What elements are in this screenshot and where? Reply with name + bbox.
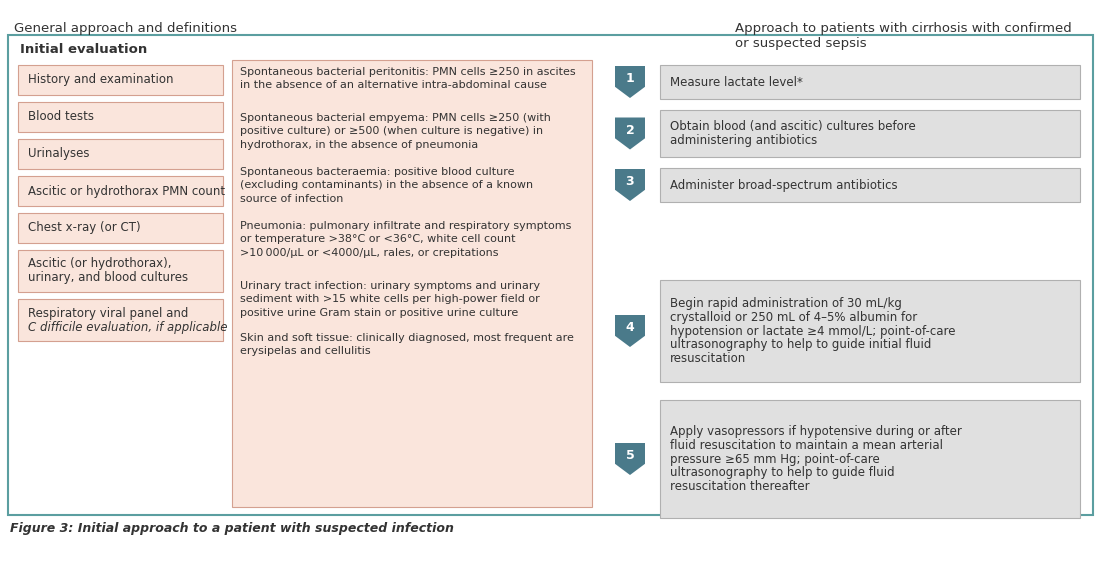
Text: hypotension or lactate ≥4 mmol/L; point-of-care: hypotension or lactate ≥4 mmol/L; point-… [671, 324, 956, 337]
Polygon shape [615, 169, 645, 201]
FancyBboxPatch shape [18, 299, 224, 341]
FancyBboxPatch shape [18, 102, 224, 132]
Text: (excluding contaminants) in the absence of a known: (excluding contaminants) in the absence … [240, 181, 533, 190]
Text: Respiratory viral panel and: Respiratory viral panel and [28, 307, 188, 320]
Text: Figure 3: Initial approach to a patient with suspected infection: Figure 3: Initial approach to a patient … [10, 522, 454, 535]
FancyBboxPatch shape [8, 35, 1093, 515]
Polygon shape [615, 443, 645, 475]
FancyBboxPatch shape [18, 250, 224, 292]
Polygon shape [615, 117, 645, 149]
Text: Ascitic or hydrothorax PMN count: Ascitic or hydrothorax PMN count [28, 185, 225, 197]
Text: Urinalyses: Urinalyses [28, 148, 89, 161]
FancyBboxPatch shape [232, 60, 592, 507]
FancyBboxPatch shape [659, 400, 1080, 518]
Text: pressure ≥65 mm Hg; point-of-care: pressure ≥65 mm Hg; point-of-care [671, 453, 880, 466]
Text: resuscitation thereafter: resuscitation thereafter [671, 479, 809, 492]
Text: urinary, and blood cultures: urinary, and blood cultures [28, 271, 188, 284]
FancyBboxPatch shape [659, 65, 1080, 99]
Text: or temperature >38°C or <36°C, white cell count: or temperature >38°C or <36°C, white cel… [240, 234, 515, 245]
Text: Pneumonia: pulmonary infiltrate and respiratory symptoms: Pneumonia: pulmonary infiltrate and resp… [240, 221, 571, 231]
FancyBboxPatch shape [659, 110, 1080, 157]
Text: Initial evaluation: Initial evaluation [20, 43, 148, 56]
Text: 2: 2 [625, 124, 634, 137]
Text: Apply vasopressors if hypotensive during or after: Apply vasopressors if hypotensive during… [671, 425, 962, 438]
Text: Blood tests: Blood tests [28, 111, 94, 124]
Text: positive urine Gram stain or positive urine culture: positive urine Gram stain or positive ur… [240, 308, 519, 318]
FancyBboxPatch shape [18, 176, 224, 206]
Text: Spontaneous bacterial peritonitis: PMN cells ≥250 in ascites: Spontaneous bacterial peritonitis: PMN c… [240, 67, 576, 77]
Text: source of infection: source of infection [240, 194, 344, 204]
Text: Spontaneous bacteraemia: positive blood culture: Spontaneous bacteraemia: positive blood … [240, 167, 514, 177]
Text: crystalloid or 250 mL of 4–5% albumin for: crystalloid or 250 mL of 4–5% albumin fo… [671, 311, 917, 324]
Polygon shape [615, 66, 645, 98]
Text: Obtain blood (and ascitic) cultures before: Obtain blood (and ascitic) cultures befo… [671, 120, 916, 133]
Text: administering antibiotics: administering antibiotics [671, 134, 817, 146]
Text: C difficile evaluation, if applicable: C difficile evaluation, if applicable [28, 320, 228, 333]
Text: History and examination: History and examination [28, 74, 174, 87]
Text: Chest x-ray (or CT): Chest x-ray (or CT) [28, 222, 141, 234]
Text: Approach to patients with cirrhosis with confirmed
or suspected sepsis: Approach to patients with cirrhosis with… [735, 22, 1071, 50]
Text: positive culture) or ≥500 (when culture is negative) in: positive culture) or ≥500 (when culture … [240, 127, 543, 136]
FancyBboxPatch shape [659, 168, 1080, 202]
Text: >10 000/μL or <4000/μL, rales, or crepitations: >10 000/μL or <4000/μL, rales, or crepit… [240, 248, 499, 258]
FancyBboxPatch shape [18, 139, 224, 169]
Text: Measure lactate level*: Measure lactate level* [671, 75, 803, 88]
Text: 4: 4 [625, 321, 634, 334]
Text: Skin and soft tissue: clinically diagnosed, most frequent are: Skin and soft tissue: clinically diagnos… [240, 333, 574, 343]
Text: fluid resuscitation to maintain a mean arterial: fluid resuscitation to maintain a mean a… [671, 439, 942, 452]
FancyBboxPatch shape [18, 65, 224, 95]
Text: in the absence of an alternative intra-abdominal cause: in the absence of an alternative intra-a… [240, 80, 547, 91]
Text: 3: 3 [625, 175, 634, 188]
Text: 1: 1 [625, 72, 634, 85]
Polygon shape [615, 315, 645, 347]
Text: sediment with >15 white cells per high-power field or: sediment with >15 white cells per high-p… [240, 295, 539, 304]
Text: erysipelas and cellulitis: erysipelas and cellulitis [240, 347, 371, 356]
Text: Ascitic (or hydrothorax),: Ascitic (or hydrothorax), [28, 258, 172, 271]
Text: Spontaneous bacterial empyema: PMN cells ≥250 (with: Spontaneous bacterial empyema: PMN cells… [240, 113, 550, 123]
Text: resuscitation: resuscitation [671, 352, 746, 364]
Text: ultrasonography to help to guide fluid: ultrasonography to help to guide fluid [671, 466, 895, 479]
Text: General approach and definitions: General approach and definitions [14, 22, 237, 35]
Text: 5: 5 [625, 449, 634, 462]
Text: hydrothorax, in the absence of pneumonia: hydrothorax, in the absence of pneumonia [240, 140, 478, 150]
Text: Administer broad-spectrum antibiotics: Administer broad-spectrum antibiotics [671, 178, 897, 192]
Text: Urinary tract infection: urinary symptoms and urinary: Urinary tract infection: urinary symptom… [240, 281, 541, 291]
FancyBboxPatch shape [18, 213, 224, 243]
Text: ultrasonography to help to guide initial fluid: ultrasonography to help to guide initial… [671, 338, 931, 351]
FancyBboxPatch shape [659, 280, 1080, 382]
Text: Begin rapid administration of 30 mL/kg: Begin rapid administration of 30 mL/kg [671, 298, 902, 311]
